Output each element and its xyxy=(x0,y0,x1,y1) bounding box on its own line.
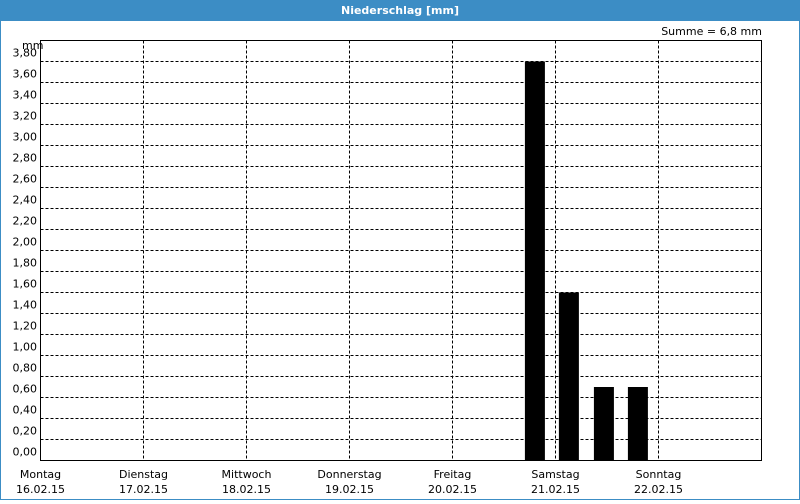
x-tick-label: Mittwoch xyxy=(222,468,272,481)
x-tick-date: 16.02.15 xyxy=(16,483,65,496)
y-tick-label: 1,80 xyxy=(13,257,38,270)
y-tick-label: 3,40 xyxy=(13,89,38,102)
y-tick-label: 0,00 xyxy=(13,446,38,459)
x-tick-date: 20.02.15 xyxy=(428,483,477,496)
bar xyxy=(558,292,579,461)
y-tick-label: 3,20 xyxy=(13,110,38,123)
x-tick-label: Donnerstag xyxy=(317,468,381,481)
x-tick-date: 21.02.15 xyxy=(531,483,580,496)
x-tick-date: 17.02.15 xyxy=(119,483,168,496)
x-tick-date: 19.02.15 xyxy=(325,483,374,496)
bar xyxy=(593,387,614,461)
x-tick-label: Samstag xyxy=(531,468,579,481)
x-tick-date: 18.02.15 xyxy=(222,483,271,496)
y-tick-label: 2,00 xyxy=(13,236,38,249)
x-tick-label: Montag xyxy=(20,468,61,481)
y-tick-label: 0,40 xyxy=(13,404,38,417)
x-tick-date: 22.02.15 xyxy=(634,483,683,496)
y-tick-label: 3,00 xyxy=(13,131,38,144)
y-tick-label: 3,60 xyxy=(13,68,38,81)
y-tick-label: 1,40 xyxy=(13,299,38,312)
chart-title: Niederschlag [mm] xyxy=(341,4,459,17)
y-tick-label: 0,80 xyxy=(13,362,38,375)
x-tick-label: Dienstag xyxy=(119,468,168,481)
y-tick-label: 0,60 xyxy=(13,383,38,396)
bar xyxy=(627,387,648,461)
y-unit: mm xyxy=(22,39,43,52)
y-tick-label: 0,20 xyxy=(13,425,38,438)
y-tick-label: 2,80 xyxy=(13,152,38,165)
bar xyxy=(524,61,545,461)
x-tick-label: Freitag xyxy=(434,468,472,481)
y-tick-label: 2,40 xyxy=(13,194,38,207)
y-tick-label: 2,60 xyxy=(13,173,38,186)
y-tick-label: 1,60 xyxy=(13,278,38,291)
y-tick-label: 3,80 xyxy=(13,47,38,60)
title-bar xyxy=(0,0,800,21)
y-tick-label: 2,20 xyxy=(13,215,38,228)
sum-annotation: Summe = 6,8 mm xyxy=(661,25,762,38)
y-tick-label: 1,20 xyxy=(13,320,38,333)
x-tick-label: Sonntag xyxy=(636,468,682,481)
y-tick-label: 1,00 xyxy=(13,341,38,354)
